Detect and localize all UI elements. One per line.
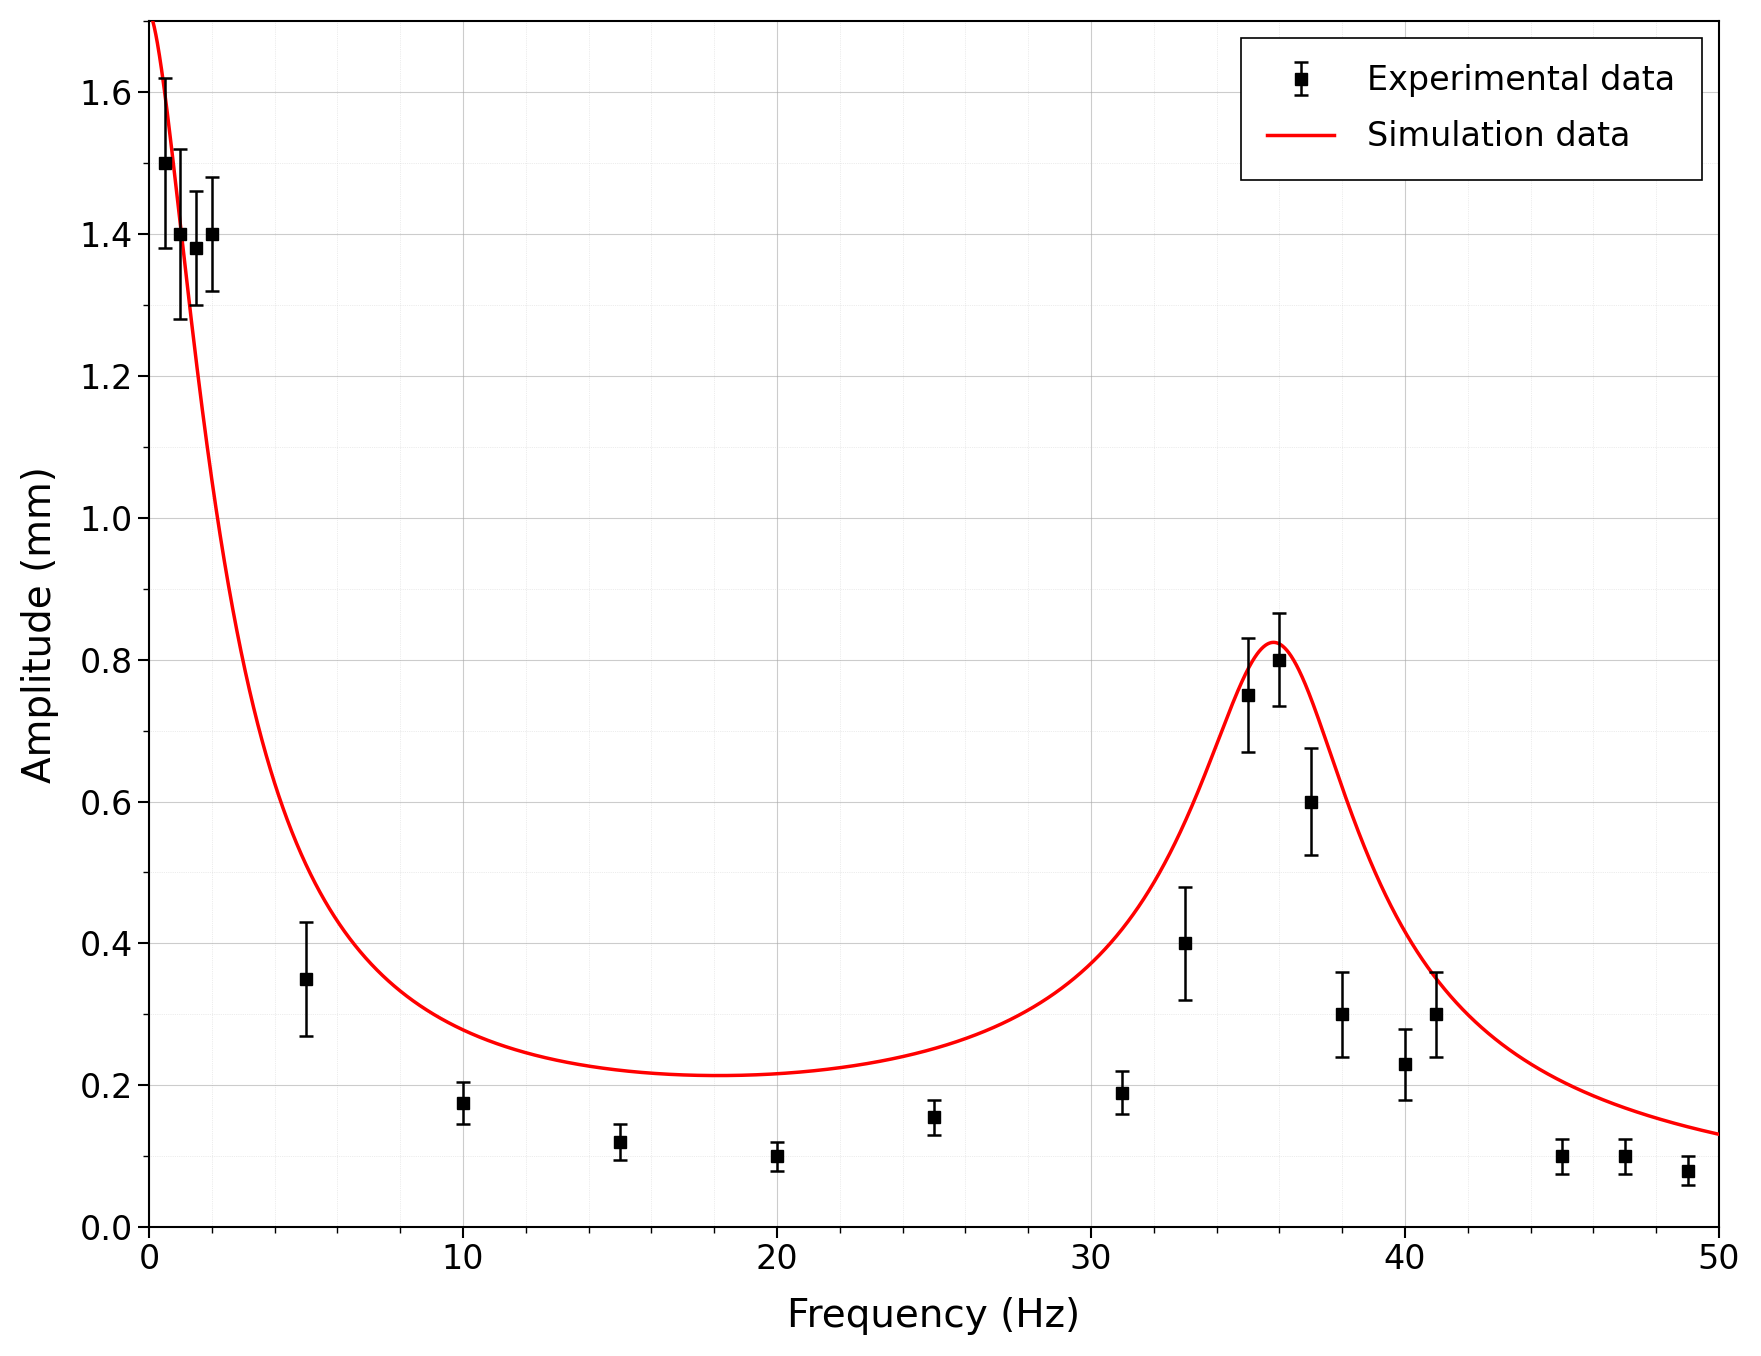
Line: Simulation data: Simulation data [151,15,1719,1134]
Legend: Experimental data, Simulation data: Experimental data, Simulation data [1242,38,1703,180]
Y-axis label: Amplitude (mm): Amplitude (mm) [21,465,58,782]
X-axis label: Frequency (Hz): Frequency (Hz) [787,1298,1081,1336]
Simulation data [1509,1048,1530,1064]
Simulation data [141,7,162,23]
Simulation data [412,999,433,1016]
Simulation data [1678,1119,1699,1135]
Simulation data [810,1062,831,1078]
Simulation data [741,1067,763,1083]
Simulation data [319,900,340,917]
Simulation data [1708,1125,1729,1142]
